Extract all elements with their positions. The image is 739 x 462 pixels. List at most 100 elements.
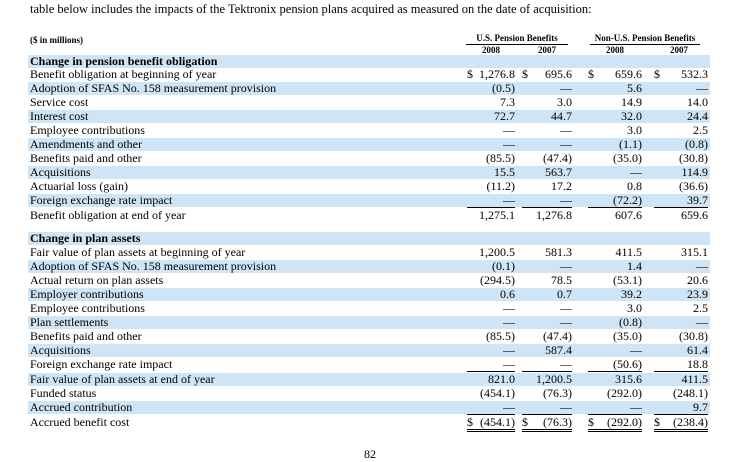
value-cell: 1,276.8 $ — [467, 68, 515, 81]
cell-value: 15.5 — [494, 165, 515, 179]
cell-value: (11.2) — [486, 179, 515, 193]
cell-value: — — [630, 343, 642, 357]
row-label: Foreign exchange rate impact — [30, 193, 173, 207]
value-cell: 3.0 — [522, 96, 572, 109]
value-cell: 411.5 — [654, 373, 708, 386]
table-row: Adoption of SFAS No. 158 measurement pro… — [28, 82, 710, 95]
value-cell: 1,200.5 — [467, 246, 515, 259]
value-cell: 24.4 — [654, 110, 708, 123]
table-row: Amendments and other — — (1.1) (0.8) — [28, 138, 710, 151]
value-cell: 315.6 — [588, 373, 642, 386]
table-row: Fair value of plan assets at end of year… — [28, 373, 710, 386]
cell-value: 1,200.5 — [479, 245, 515, 259]
cell-value: — — [503, 357, 515, 371]
value-cell: (35.0) — [588, 152, 642, 165]
table-row: Plan settlements — — (0.8) — — [28, 316, 710, 329]
value-cell: (454.1) — [467, 387, 515, 400]
row-label: Benefit obligation at end of year — [30, 208, 186, 222]
section-header: Change in pension benefit obligation — [28, 55, 710, 68]
group-label-us: U.S. Pension Benefits — [466, 33, 568, 45]
unit-label: ($ in millions) — [30, 35, 84, 45]
row-label: Service cost — [30, 95, 89, 109]
cell-value: 14.9 — [621, 95, 642, 109]
cell-value: (454.1) — [480, 415, 515, 429]
group-header-nonus: Non-U.S. Pension Benefits — [590, 33, 700, 45]
cell-value: 20.6 — [687, 273, 708, 287]
cell-value: 659.6 — [681, 208, 708, 222]
cell-value: — — [560, 193, 572, 207]
table-row: Benefits paid and other (85.5) (47.4) (35.0… — [28, 330, 710, 343]
value-cell: 3.0 — [588, 302, 642, 315]
cell-value: (0.8) — [685, 137, 708, 151]
row-label: Actuarial loss (gain) — [30, 179, 128, 193]
cell-value: — — [560, 400, 572, 414]
cell-value: 2.5 — [693, 123, 708, 137]
table-row: Adoption of SFAS No. 158 measurement pro… — [28, 260, 710, 273]
table-row: Benefit obligation at beginning of year 1… — [28, 68, 710, 81]
row-label: Interest cost — [30, 109, 89, 123]
value-cell: 563.7 — [522, 166, 572, 179]
value-cell: 411.5 — [588, 246, 642, 259]
cell-value: 3.0 — [627, 123, 642, 137]
cell-value: 78.5 — [551, 273, 572, 287]
cell-value: 3.0 — [557, 95, 572, 109]
cell-value: 411.5 — [615, 245, 642, 259]
value-cell: (76.3) $ — [522, 416, 572, 432]
value-cell: (47.4) — [522, 152, 572, 165]
currency-symbol: $ — [654, 415, 660, 429]
value-cell: (454.1) $ — [467, 416, 515, 432]
value-cell: — — [588, 401, 642, 415]
table-row: Employee contributions — — 3.0 2.5 — [28, 302, 710, 315]
cell-value: (36.6) — [679, 179, 708, 193]
value-cell: 1,275.1 — [467, 209, 515, 222]
cell-value: — — [560, 137, 572, 151]
cell-value: — — [560, 315, 572, 329]
cell-value: — — [630, 165, 642, 179]
value-cell: — — [467, 344, 515, 357]
value-cell: (0.8) — [654, 138, 708, 151]
row-label: Funded status — [30, 386, 97, 400]
cell-value: (454.1) — [480, 386, 515, 400]
row-label: Change in pension benefit obligation — [30, 54, 218, 68]
cell-value: — — [503, 315, 515, 329]
table-row: Interest cost 72.7 44.7 32.0 24.4 — [28, 110, 710, 123]
value-cell: 3.0 — [588, 124, 642, 137]
value-cell: — — [467, 316, 515, 329]
value-cell: (0.5) — [467, 82, 515, 95]
cell-value: — — [560, 259, 572, 273]
cell-value: (238.4) — [673, 415, 708, 429]
cell-value: — — [696, 259, 708, 273]
cell-value: 0.7 — [557, 287, 572, 301]
cell-value: 114.9 — [681, 165, 708, 179]
cell-value: (72.2) — [613, 193, 642, 207]
table-row: Service cost 7.3 3.0 14.9 14.0 — [28, 96, 710, 109]
value-cell: — — [522, 302, 572, 315]
table-row: Accrued benefit cost (454.1) $ (76.3) $ (292.… — [28, 415, 710, 432]
value-cell: 0.6 — [467, 288, 515, 301]
value-cell: — — [467, 302, 515, 315]
value-cell: 315.1 — [654, 246, 708, 259]
cell-value: 18.8 — [687, 357, 708, 371]
cell-value: 532.3 — [681, 67, 708, 81]
value-cell: — — [654, 82, 708, 95]
row-label: Employee contributions — [30, 123, 145, 137]
group-label-nonus: Non-U.S. Pension Benefits — [590, 33, 700, 45]
value-cell: — — [522, 260, 572, 273]
value-cell: (248.1) — [654, 387, 708, 400]
value-cell: (292.0) — [588, 387, 642, 400]
table-row: Funded status (454.1) (76.3) (292.0) (248.1) — [28, 387, 710, 400]
value-cell: — — [467, 138, 515, 151]
table-row: Employee contributions — — 3.0 2.5 — [28, 124, 710, 137]
value-cell: (292.0) $ — [588, 416, 642, 432]
group-header-us: U.S. Pension Benefits — [466, 33, 568, 45]
section-header: Change in plan assets — [28, 232, 710, 245]
cell-value: — — [503, 343, 515, 357]
value-cell: — — [467, 194, 515, 208]
value-cell: 659.6 $ — [588, 68, 642, 81]
cell-value: — — [630, 400, 642, 414]
cell-value: 17.2 — [551, 179, 572, 193]
table-row: Accrued contribution — — — 9.7 — [28, 400, 710, 415]
value-cell: (1.1) — [588, 138, 642, 151]
row-label: Employer contributions — [30, 287, 144, 301]
cell-value: — — [696, 315, 708, 329]
